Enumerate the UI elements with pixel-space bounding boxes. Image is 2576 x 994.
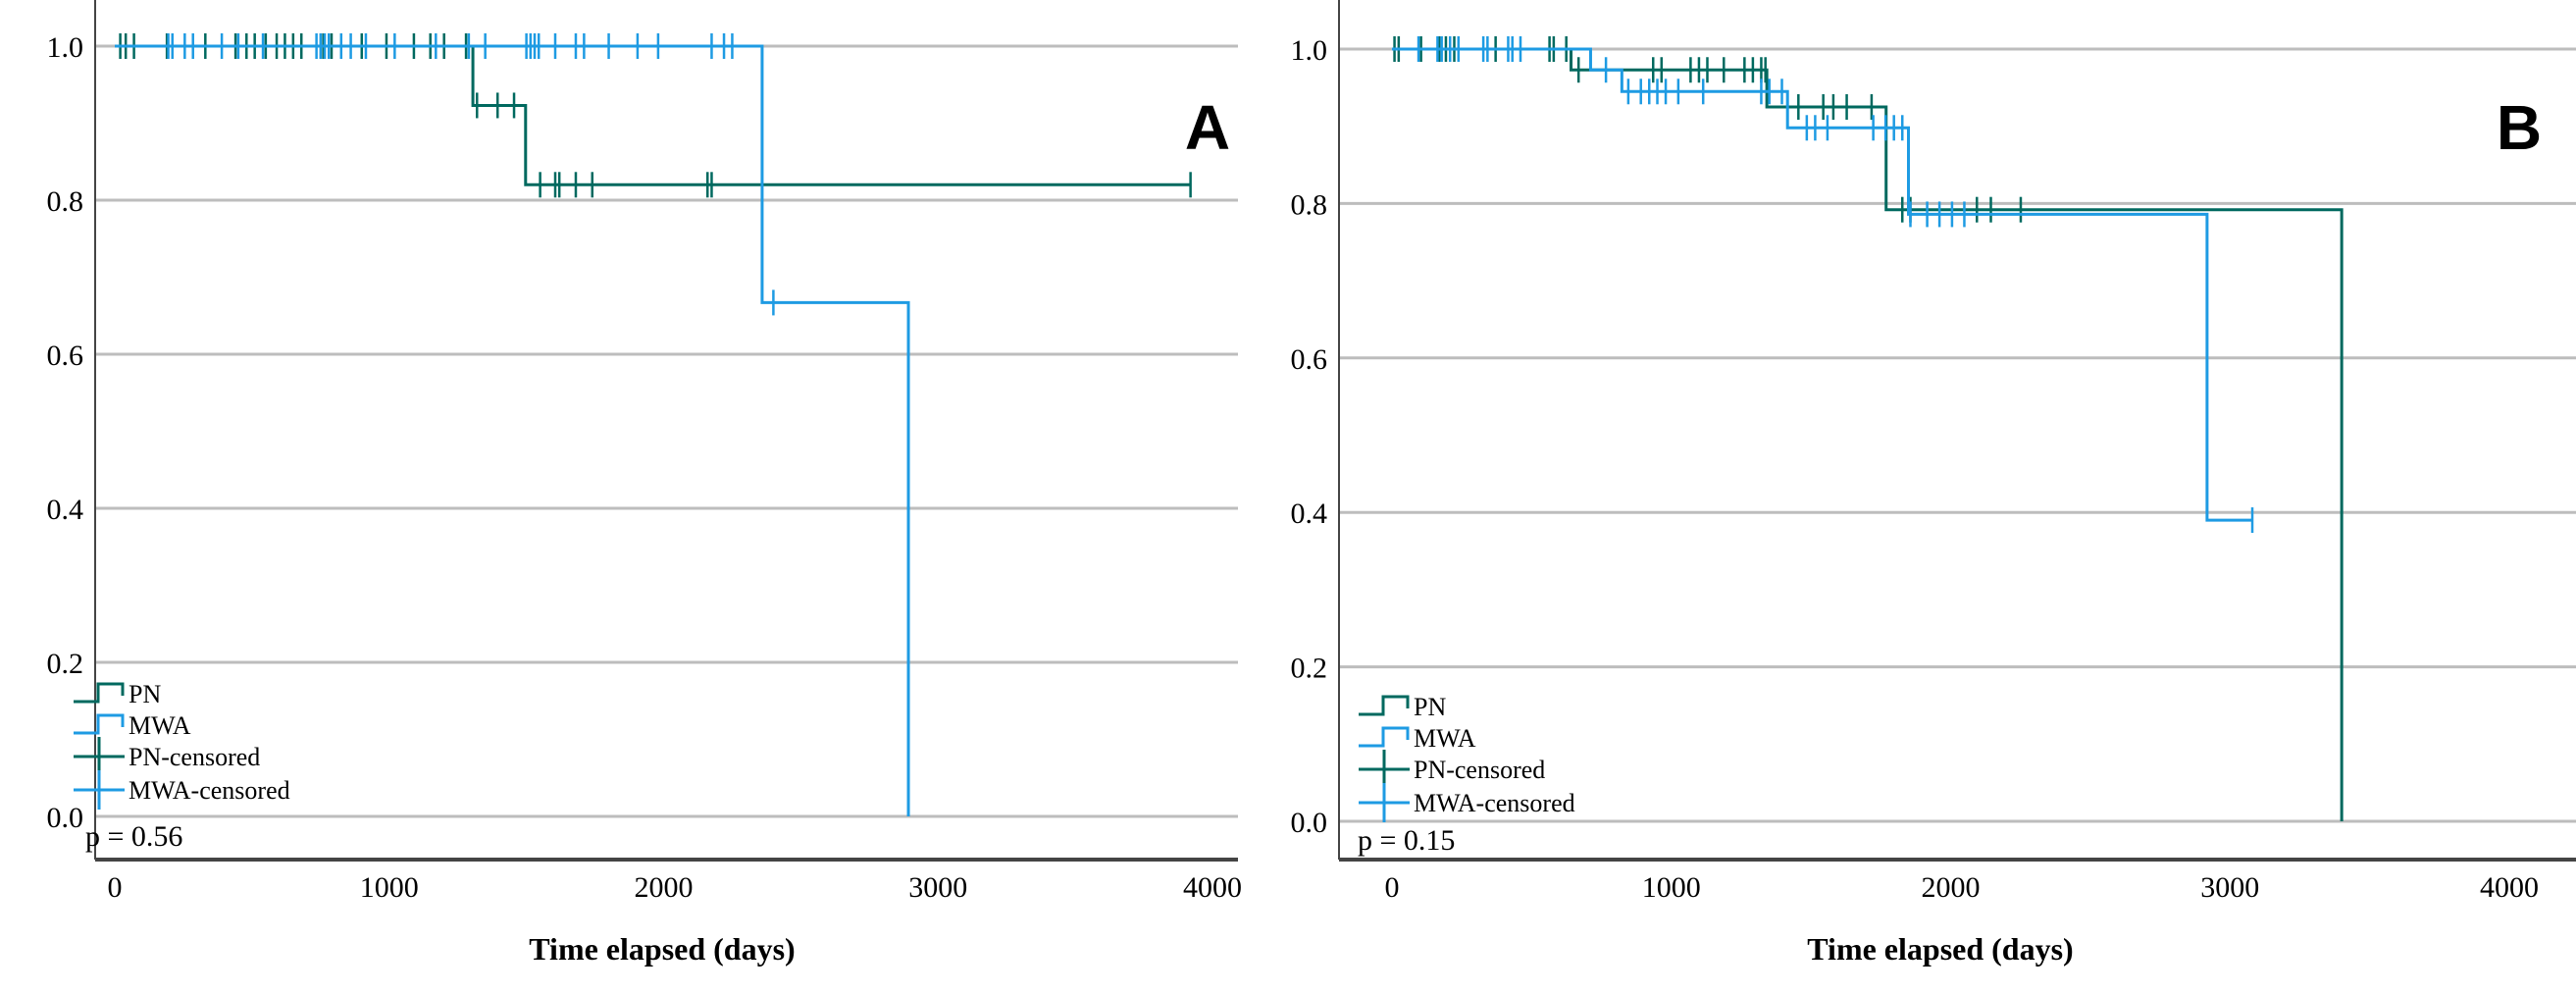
y-tick-label: 0.2	[47, 648, 84, 680]
y-tick-label: 0.6	[1291, 343, 1328, 376]
x-tick-label: 4000	[1183, 871, 1242, 904]
legend-label: PN	[1414, 693, 1446, 721]
y-tick-label: 0.0	[1291, 807, 1328, 839]
x-tick-label: 2000	[1922, 871, 1981, 904]
x-tick-label: 1000	[1642, 871, 1701, 904]
x-tick-label: 0	[108, 871, 123, 904]
y-tick-label: 1.0	[47, 31, 84, 64]
y-tick-label: 0.6	[47, 340, 84, 372]
legend-label: MWA-censored	[1414, 789, 1575, 817]
y-tick-label: 0.0	[47, 802, 84, 834]
legend-label: PN-censored	[1414, 756, 1545, 784]
legend-label: PN-censored	[129, 743, 260, 771]
y-tick-label: 0.4	[47, 494, 84, 526]
legend-label: MWA	[129, 711, 191, 740]
legend-label: MWA-censored	[129, 776, 290, 805]
legend-step-icon	[1359, 726, 1410, 748]
panel-b: 0.0 0.2 0.4 0.6 0.8 1.0 0 1000 2000 3000 4000 Time …	[1291, 0, 2576, 967]
panel-a: 0.0 0.2 0.4 0.6 0.8 1.0 0 1000 2000 3000 4000 Time …	[47, 0, 1242, 967]
y-tick-label: 0.8	[47, 185, 84, 218]
legend-step-icon	[74, 713, 125, 735]
y-tick-label: 0.4	[1291, 497, 1328, 530]
legend-step-icon	[1359, 695, 1410, 716]
x-axis-label: Time elapsed (days)	[1807, 931, 2073, 967]
y-tick-label: 0.8	[1291, 188, 1328, 221]
y-tick-label: 0.2	[1291, 653, 1328, 685]
x-tick-label: 0	[1385, 871, 1400, 904]
panel-label: A	[1185, 92, 1230, 163]
legend-step-icon	[74, 682, 125, 704]
legend-label: MWA	[1414, 724, 1476, 753]
x-axis-label: Time elapsed (days)	[529, 931, 795, 967]
x-tick-label: 1000	[360, 871, 419, 904]
survival-curve-mwa	[1392, 47, 2253, 522]
panel-label: B	[2497, 92, 2542, 163]
legend-label: PN	[129, 680, 161, 708]
survival-curve-pn	[1392, 47, 2344, 821]
x-tick-label: 2000	[635, 871, 694, 904]
x-tick-label: 4000	[2480, 871, 2539, 904]
survival-curve-mwa	[115, 44, 910, 816]
x-tick-label: 3000	[908, 871, 967, 904]
x-tick-label: 3000	[2200, 871, 2259, 904]
survival-curve-pn	[115, 44, 1191, 186]
y-tick-label: 1.0	[1291, 34, 1328, 67]
p-value: p = 0.56	[85, 820, 182, 853]
p-value: p = 0.15	[1358, 824, 1455, 857]
